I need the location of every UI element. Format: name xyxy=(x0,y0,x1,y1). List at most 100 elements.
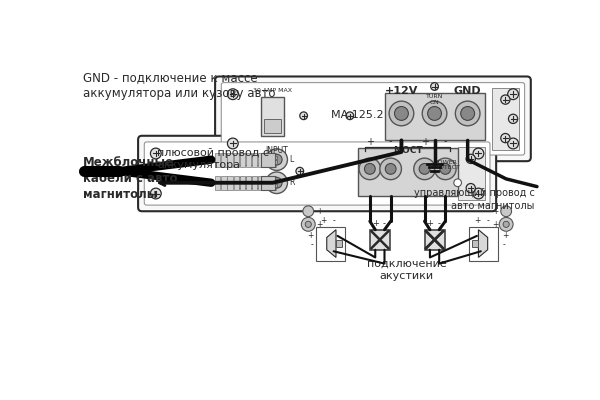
Polygon shape xyxy=(327,230,336,258)
Circle shape xyxy=(227,89,238,100)
Circle shape xyxy=(440,164,451,174)
Circle shape xyxy=(414,158,436,180)
Text: -: - xyxy=(311,241,314,250)
Circle shape xyxy=(428,106,442,120)
Bar xyxy=(246,176,251,190)
Circle shape xyxy=(151,148,161,159)
Text: -: - xyxy=(389,136,392,146)
Bar xyxy=(246,153,251,166)
Circle shape xyxy=(359,158,380,180)
Text: L: L xyxy=(289,155,293,164)
Text: подключение
акустики: подключение акустики xyxy=(367,259,447,280)
Bar xyxy=(271,176,276,190)
Bar xyxy=(458,147,485,200)
Text: GND - подключение к массе
аккумулятора или кузову авто: GND - подключение к массе аккумулятора и… xyxy=(83,71,275,100)
Circle shape xyxy=(473,148,484,159)
Text: -: - xyxy=(487,216,490,225)
Bar xyxy=(370,230,390,250)
Circle shape xyxy=(303,206,314,217)
Circle shape xyxy=(266,172,287,194)
Circle shape xyxy=(473,188,484,199)
Circle shape xyxy=(503,221,509,228)
Bar xyxy=(265,176,270,190)
FancyBboxPatch shape xyxy=(221,83,524,155)
Circle shape xyxy=(266,149,287,170)
Text: GND: GND xyxy=(454,86,481,96)
Bar xyxy=(227,153,233,166)
Circle shape xyxy=(499,217,513,231)
Bar xyxy=(275,179,277,182)
Text: TURN
ON: TURN ON xyxy=(426,94,443,105)
Circle shape xyxy=(271,177,282,188)
Circle shape xyxy=(501,206,512,217)
Circle shape xyxy=(389,101,414,126)
Bar xyxy=(233,176,239,190)
Text: +: + xyxy=(372,219,379,228)
Circle shape xyxy=(501,95,510,104)
Circle shape xyxy=(395,106,409,120)
FancyBboxPatch shape xyxy=(144,142,490,205)
Text: МА 125.2: МА 125.2 xyxy=(331,110,383,120)
Text: POWER
PROTECT: POWER PROTECT xyxy=(431,160,461,170)
Bar xyxy=(262,176,275,190)
Bar xyxy=(385,93,485,140)
Polygon shape xyxy=(478,230,488,258)
Circle shape xyxy=(151,188,161,199)
Text: +: + xyxy=(320,216,326,225)
Text: +: + xyxy=(316,220,322,229)
Text: Межблочные
кабели с авто
магнитолы: Межблочные кабели с авто магнитолы xyxy=(83,156,177,201)
Circle shape xyxy=(466,154,475,164)
Text: +: + xyxy=(366,136,374,146)
Bar xyxy=(238,154,268,165)
Circle shape xyxy=(380,158,401,180)
Text: +: + xyxy=(502,231,509,240)
Bar xyxy=(469,227,499,260)
Text: управляющий провод с
авто магнитолы: управляющий провод с авто магнитолы xyxy=(414,188,535,210)
Circle shape xyxy=(461,106,475,120)
Circle shape xyxy=(508,114,518,124)
Text: 30 AMP MAX: 30 AMP MAX xyxy=(253,88,292,93)
Bar xyxy=(275,184,277,186)
Bar xyxy=(240,176,245,190)
Circle shape xyxy=(227,138,238,149)
FancyBboxPatch shape xyxy=(138,136,496,211)
Circle shape xyxy=(455,101,480,126)
Bar xyxy=(316,227,345,260)
Circle shape xyxy=(508,138,518,149)
Circle shape xyxy=(422,101,447,126)
Bar xyxy=(252,153,257,166)
Bar xyxy=(275,160,277,164)
Bar xyxy=(262,153,275,166)
Circle shape xyxy=(434,158,456,180)
Bar xyxy=(358,148,458,196)
Bar xyxy=(233,153,239,166)
Text: +: + xyxy=(316,207,322,216)
Circle shape xyxy=(419,164,430,174)
Circle shape xyxy=(305,221,311,228)
Bar xyxy=(240,153,245,166)
Text: плюсовой провод с
аккумулятора: плюсовой провод с аккумулятора xyxy=(157,148,269,170)
Bar xyxy=(252,176,257,190)
Bar xyxy=(262,97,284,136)
Bar xyxy=(258,176,263,190)
Text: R: R xyxy=(289,178,295,187)
Circle shape xyxy=(346,112,354,120)
Circle shape xyxy=(454,179,461,186)
Circle shape xyxy=(385,164,396,174)
Bar xyxy=(472,240,478,248)
Circle shape xyxy=(271,154,282,165)
Bar xyxy=(493,88,519,150)
Text: -: - xyxy=(443,136,447,146)
Bar xyxy=(215,153,220,166)
Text: +: + xyxy=(427,219,433,228)
Text: -: - xyxy=(383,219,386,228)
Bar xyxy=(425,230,445,250)
Text: +: + xyxy=(492,207,499,216)
Circle shape xyxy=(501,134,510,143)
Text: +: + xyxy=(492,220,499,229)
Polygon shape xyxy=(80,166,89,176)
Circle shape xyxy=(431,83,439,90)
Bar xyxy=(258,153,263,166)
Circle shape xyxy=(508,89,518,100)
Bar xyxy=(336,240,342,248)
